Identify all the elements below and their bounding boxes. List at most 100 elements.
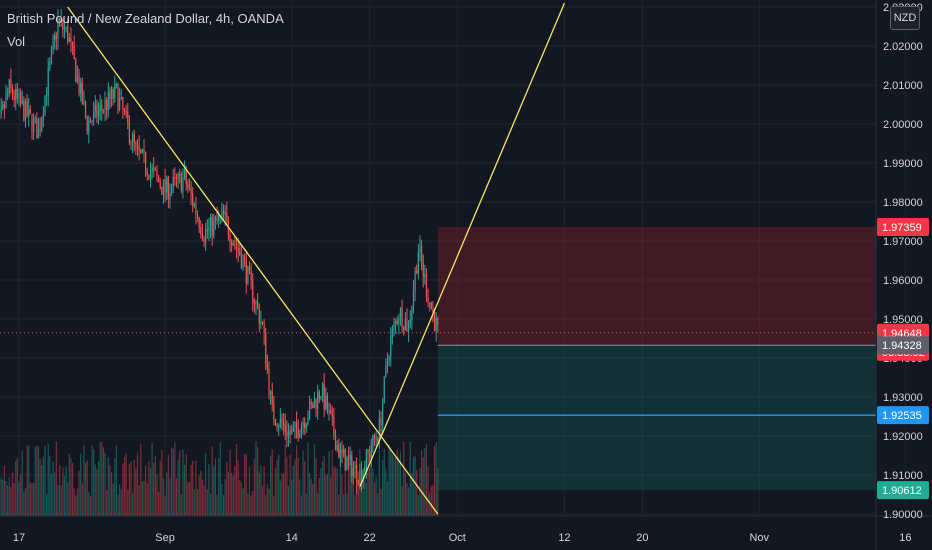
volume-bar xyxy=(141,481,143,516)
volume-bar xyxy=(323,456,325,516)
candle-body xyxy=(183,170,186,178)
candle-body xyxy=(295,421,298,429)
volume-bar xyxy=(145,465,147,516)
candle-body xyxy=(3,104,5,109)
volume-bar xyxy=(365,482,367,516)
candle-body xyxy=(279,418,281,427)
price-tick-label: 2.00000 xyxy=(883,119,923,131)
candle-body xyxy=(128,122,130,143)
candle-body xyxy=(382,402,384,425)
volume-bar xyxy=(175,478,178,516)
candle-body xyxy=(125,111,127,113)
candle-body xyxy=(58,19,61,22)
price-badge-text: 1.97359 xyxy=(882,222,922,234)
volume-bar xyxy=(196,489,199,516)
volume-bar xyxy=(270,456,272,516)
candle-body xyxy=(97,110,100,118)
candle-body xyxy=(76,76,79,82)
volume-bar xyxy=(167,454,169,516)
volume-bar xyxy=(273,495,275,516)
candle-body xyxy=(420,245,423,263)
candle-body xyxy=(198,217,200,228)
candle-body xyxy=(140,150,142,153)
candle-body xyxy=(393,323,395,330)
candle-body xyxy=(2,104,4,109)
volume-bar xyxy=(420,450,423,516)
candle-body xyxy=(63,28,66,30)
candle-body xyxy=(49,61,51,69)
candle-body xyxy=(317,391,319,409)
candle-body xyxy=(83,101,85,105)
candle-body xyxy=(240,255,242,268)
candle-body xyxy=(218,216,220,221)
candle-body xyxy=(377,438,379,442)
time-tick-label: 22 xyxy=(364,532,376,544)
volume-bar xyxy=(112,483,114,516)
volume-bar xyxy=(26,445,28,516)
volume-bar xyxy=(260,465,262,516)
candle-body xyxy=(0,108,2,115)
volume-bar xyxy=(49,455,51,516)
candle-body xyxy=(211,217,213,237)
volume-bar xyxy=(52,461,54,516)
volume-bar xyxy=(263,466,265,516)
candle-body xyxy=(255,301,257,305)
candle-body xyxy=(289,430,291,435)
volume-bar xyxy=(435,442,437,516)
volume-bar xyxy=(281,473,283,516)
volume-bar xyxy=(62,467,64,516)
volume-bar xyxy=(16,458,18,516)
candle-body xyxy=(122,96,124,110)
volume-bar xyxy=(237,460,239,516)
volume-bar xyxy=(208,464,210,516)
candle-body xyxy=(351,454,353,478)
volume-bar xyxy=(378,450,380,516)
candle-body xyxy=(57,19,59,39)
candle-body xyxy=(310,401,312,405)
volume-bar xyxy=(341,474,343,516)
volume-bar xyxy=(41,464,43,516)
volume-bar xyxy=(369,467,371,516)
candle-body xyxy=(133,134,135,142)
price-badge-entry xyxy=(877,336,929,355)
candle-body xyxy=(106,100,108,111)
candle-body xyxy=(196,214,199,218)
candle-body xyxy=(208,226,210,231)
candle-body xyxy=(29,108,31,114)
candle-body xyxy=(67,26,69,42)
volume-bar xyxy=(24,488,27,516)
price-tick-label: 1.97000 xyxy=(883,236,923,248)
volume-bar xyxy=(135,468,137,516)
volume-bar xyxy=(205,452,207,516)
candle-body xyxy=(214,217,217,221)
candle-body xyxy=(101,104,103,110)
candle-body xyxy=(75,58,77,82)
candle-body xyxy=(330,410,332,415)
candle-body xyxy=(93,110,95,121)
volume-bar xyxy=(232,475,234,516)
candle-body xyxy=(110,89,113,99)
volume-bar xyxy=(106,490,108,516)
currency-button[interactable]: NZD xyxy=(890,6,920,30)
volume-bar xyxy=(231,472,233,516)
volume-bar xyxy=(294,459,296,516)
candle-body xyxy=(414,270,416,291)
price-tick-label: 1.99000 xyxy=(883,158,923,170)
volume-bar xyxy=(375,476,377,516)
candle-body xyxy=(20,92,22,104)
candle-body xyxy=(135,141,137,145)
volume-bar xyxy=(305,493,307,516)
candle-body xyxy=(257,301,259,308)
candle-body xyxy=(177,174,179,180)
volume-bar xyxy=(297,457,299,516)
time-tick-label: 14 xyxy=(286,532,298,544)
candle-body xyxy=(244,256,246,260)
candle-body xyxy=(258,307,260,324)
volume-bar xyxy=(143,480,145,516)
volume-bar xyxy=(383,448,385,516)
candle-body xyxy=(167,177,169,200)
volume-bar xyxy=(278,454,280,516)
candle-body xyxy=(68,38,70,42)
candle-body xyxy=(180,174,182,192)
